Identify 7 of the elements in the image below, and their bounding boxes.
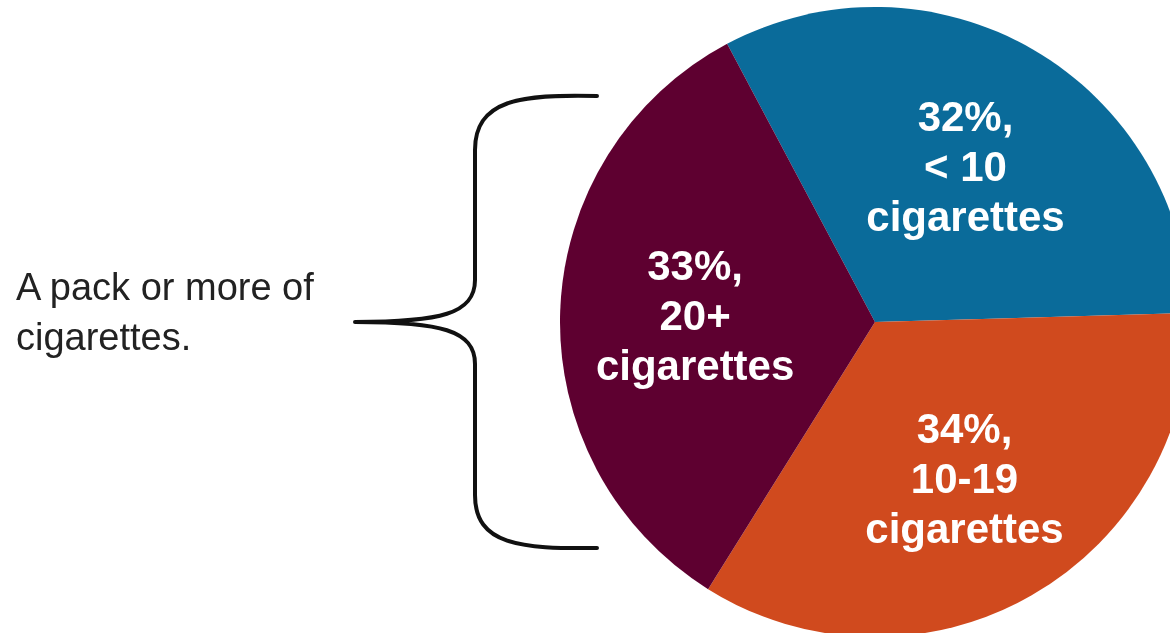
slice-label: 20+ cigarettes (595, 292, 795, 390)
slice-label: 10-19 cigarettes (865, 454, 1064, 552)
slice-label: < 10 cigarettes (866, 142, 1065, 240)
data-label: 33%, (647, 242, 743, 290)
text: A pack or more of cigarettes. (16, 265, 315, 360)
data-label: 32%, (917, 92, 1014, 140)
data-label: 34%, (916, 404, 1013, 452)
